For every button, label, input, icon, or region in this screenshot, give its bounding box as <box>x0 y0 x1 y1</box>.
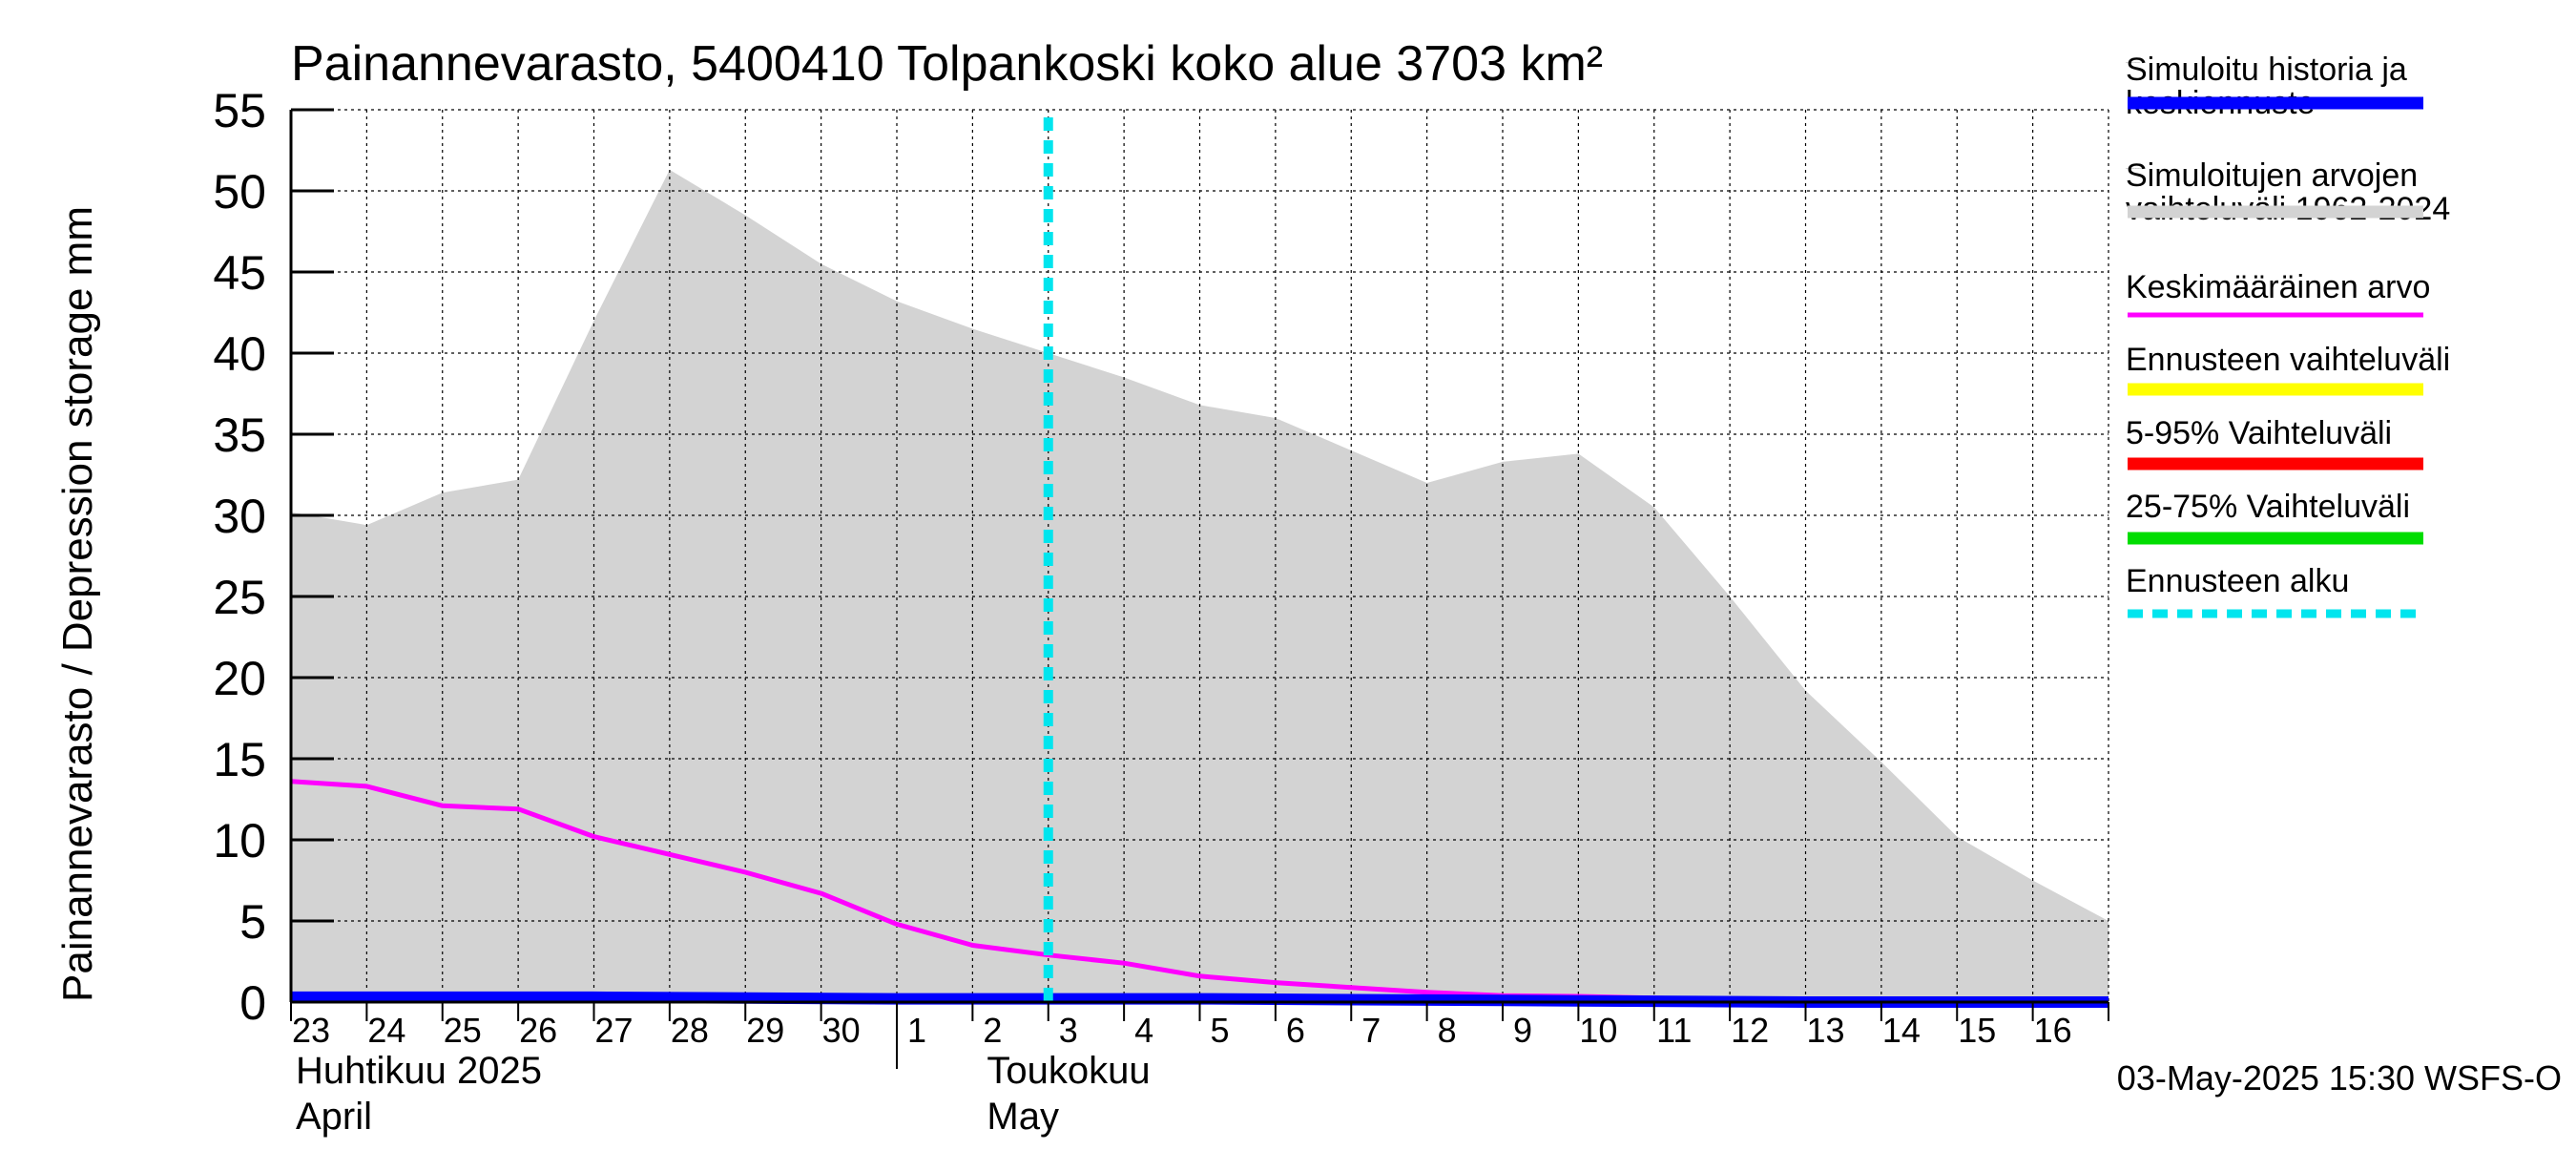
y-tick-label: 40 <box>213 327 266 381</box>
x-tick-label: 9 <box>1513 1011 1532 1050</box>
x-tick-label: 2 <box>983 1011 1002 1050</box>
x-tick-label: 4 <box>1134 1011 1153 1050</box>
y-tick-label: 30 <box>213 490 266 543</box>
legend-label: Simuloitu historia ja keskiennuste <box>2126 61 2140 64</box>
y-tick-label: 5 <box>239 895 266 949</box>
y-tick-label: 45 <box>213 246 266 300</box>
chart-title: Painannevarasto, 5400410 Tolpankoski kok… <box>291 36 1603 92</box>
x-tick-label: 23 <box>292 1011 330 1050</box>
x-tick-label: 14 <box>1882 1011 1921 1050</box>
x-tick-label: 6 <box>1286 1011 1305 1050</box>
x-tick-label: 15 <box>1958 1011 1996 1050</box>
legend-item-4: 5-95% Vaihteluväli <box>2126 415 2423 470</box>
legend-item-3: Ennusteen vaihteluväli <box>2126 342 2450 396</box>
y-axis-label: Painannevarasto / Depression storage mm <box>54 206 101 1002</box>
x-tick-label: 16 <box>2034 1011 2072 1050</box>
x-tick-label: 25 <box>444 1011 482 1050</box>
y-tick-label: 15 <box>213 733 266 786</box>
legend-item-6: Ennusteen alku <box>2126 563 2423 618</box>
x-tick-label: 26 <box>519 1011 557 1050</box>
legend-label: Simuloitujen arvojen vaihteluväli 1962-2… <box>2126 167 2145 170</box>
x-tick-label: 12 <box>1731 1011 1769 1050</box>
legend-label-line: Simuloitujen arvojen <box>2126 157 2418 194</box>
y-tick-label: 20 <box>213 652 266 705</box>
y-tick-label: 0 <box>239 976 266 1030</box>
x-tick-label: 29 <box>746 1011 784 1050</box>
x-tick-label: 3 <box>1059 1011 1078 1050</box>
legend-label: 5-95% Vaihteluväli <box>2126 415 2392 451</box>
legend-item-5: 25-75% Vaihteluväli <box>2126 489 2423 545</box>
y-tick-label: 50 <box>213 165 266 219</box>
x-tick-label: 28 <box>671 1011 709 1050</box>
legend-label: 25-75% Vaihteluväli <box>2126 489 2410 525</box>
x-tick-label: 30 <box>822 1011 861 1050</box>
legend-item-2: Keskimääräinen arvo <box>2126 269 2430 318</box>
footer-timestamp: 03-May-2025 15:30 WSFS-O <box>2117 1058 2562 1098</box>
x-tick-label: 27 <box>594 1011 633 1050</box>
legend-label-line: Simuloitu historia ja <box>2126 52 2407 88</box>
legend-item-0: Simuloitu historia ja keskiennusteSimulo… <box>2126 52 2423 121</box>
x-tick-label: 1 <box>907 1011 926 1050</box>
x-tick-label: 11 <box>1656 1011 1692 1050</box>
month-label-line2: April <box>296 1096 372 1138</box>
month-label-line1: Huhtikuu 2025 <box>296 1050 542 1092</box>
y-tick-label: 55 <box>213 84 266 137</box>
x-tick-label: 5 <box>1210 1011 1229 1050</box>
legend-label: Ennusteen alku <box>2126 563 2349 599</box>
month-label-line2: May <box>987 1096 1059 1138</box>
month-label-line1: Toukokuu <box>987 1050 1150 1092</box>
x-tick-label: 10 <box>1579 1011 1617 1050</box>
y-tick-label: 25 <box>213 571 266 624</box>
legend-item-1: Simuloitujen arvojen vaihteluväli 1962-2… <box>2126 157 2450 227</box>
y-tick-label: 35 <box>213 408 266 462</box>
x-tick-label: 8 <box>1438 1011 1457 1050</box>
x-tick-label: 7 <box>1361 1011 1381 1050</box>
legend-label: Ennusteen vaihteluväli <box>2126 342 2450 378</box>
legend-label: Keskimääräinen arvo <box>2126 269 2430 305</box>
y-tick-label: 10 <box>213 814 266 868</box>
x-tick-label: 13 <box>1806 1011 1844 1050</box>
x-tick-label: 24 <box>367 1011 405 1050</box>
